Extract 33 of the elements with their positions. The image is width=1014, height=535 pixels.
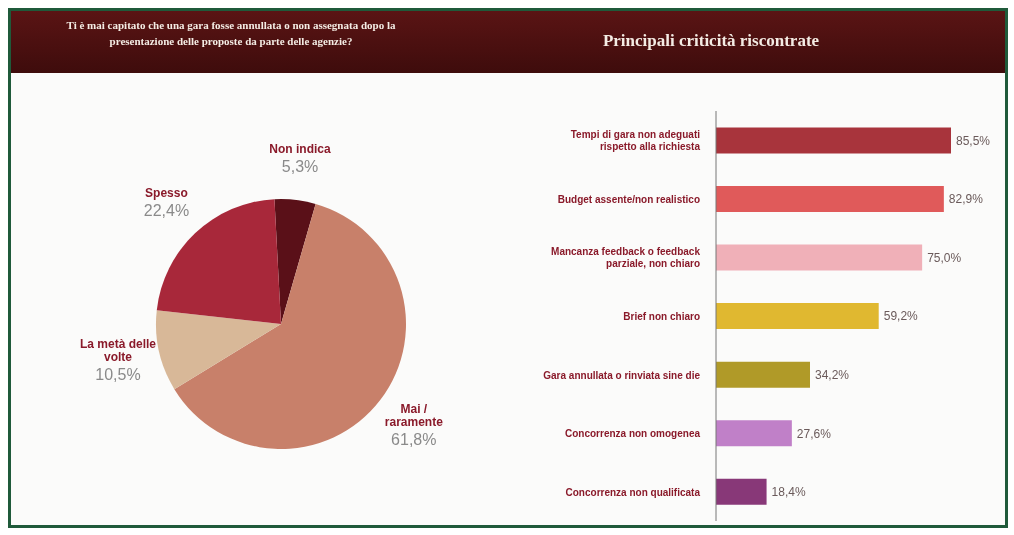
bar — [716, 478, 767, 505]
data-label: 18,4% — [771, 485, 806, 500]
data-label: 34,2% — [815, 367, 850, 382]
slice-label: Spesso — [145, 186, 188, 200]
data-label: 85,5% — [956, 133, 991, 148]
bar — [716, 127, 951, 154]
slice-label: Non indica — [269, 141, 332, 156]
data-label: 5,3% — [281, 157, 319, 175]
y-tick-label: Concorrenza non qualificata — [565, 486, 701, 498]
y-tick-label: Concorrenza non omogenea — [564, 428, 701, 440]
pie-slice — [156, 310, 281, 390]
y-tick-label: Tempi di gara non adeguati rispetto alla richiesta — [570, 129, 701, 153]
chart-title: Principali criticità riscontrate — [601, 31, 821, 51]
y-tick-label: Mancanza feedback o feedback parziale, non chiaro — [551, 246, 701, 270]
data-label: 61,8% — [391, 431, 437, 449]
y-tick-label: Brief non chiaro — [623, 311, 700, 322]
y-tick-label: Gara annullata o rinviata sine die — [543, 369, 701, 381]
bar — [716, 361, 810, 388]
pie-slice — [274, 199, 316, 324]
data-label: 82,9% — [948, 192, 984, 207]
chart-title: Ti è mai capitato che una gara fosse annullata o non assegnata dopo la presentazione delle proposte da parte delle agenzie? — [65, 18, 397, 49]
slice-label: La metà delle volte — [79, 337, 157, 365]
slice-label: Mai / raramente — [384, 402, 444, 430]
data-label: 59,2% — [883, 309, 919, 324]
data-label: 10,5% — [95, 366, 141, 384]
data-label: 27,6% — [796, 426, 832, 441]
y-tick-label: Budget assente/non realistico — [557, 193, 700, 205]
bar — [716, 244, 923, 271]
data-label: 75,0% — [927, 250, 962, 265]
bar — [716, 185, 944, 212]
bar — [716, 303, 879, 330]
data-label: 22,4% — [143, 202, 190, 219]
bar — [716, 420, 792, 447]
